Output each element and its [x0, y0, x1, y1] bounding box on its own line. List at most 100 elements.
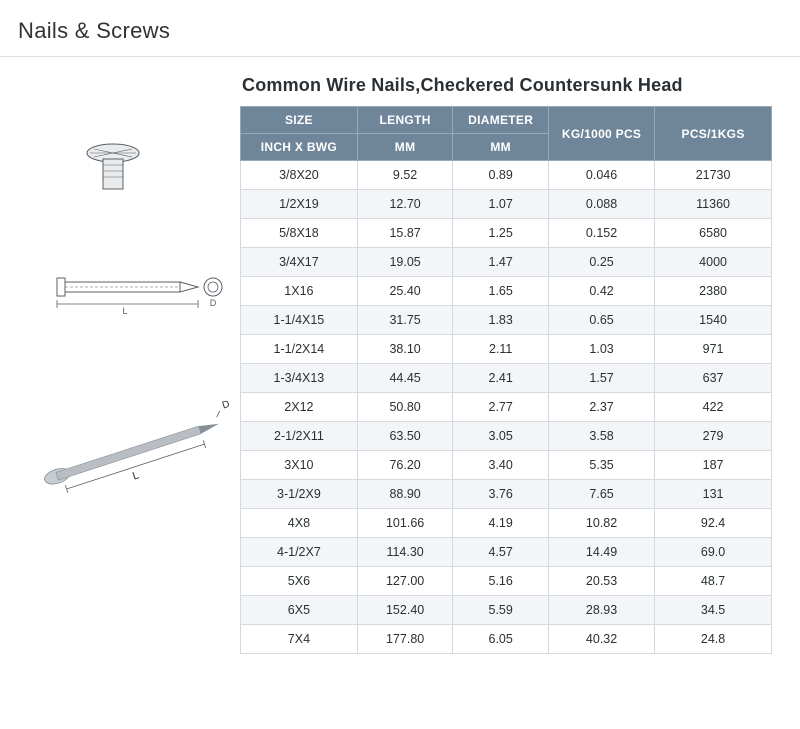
table-cell: 1.03: [548, 335, 654, 364]
table-cell: 131: [655, 480, 772, 509]
nail-spec-table: SIZE LENGTH DIAMETER KG/1000 PCS PCS/1KG…: [240, 106, 772, 654]
table-cell: 971: [655, 335, 772, 364]
table-cell: 5X6: [241, 567, 358, 596]
table-row: 1-3/4X1344.452.411.57637: [241, 364, 772, 393]
table-cell: 28.93: [548, 596, 654, 625]
table-cell: 3.40: [453, 451, 549, 480]
diagram-column: L D L D: [0, 75, 240, 654]
table-cell: 5.16: [453, 567, 549, 596]
table-cell: 9.52: [357, 161, 453, 190]
content-area: L D L D Common Wire Nails,Checkered Coun…: [0, 57, 800, 654]
table-cell: 187: [655, 451, 772, 480]
table-cell: 1-1/4X15: [241, 306, 358, 335]
table-row: 2X1250.802.772.37422: [241, 393, 772, 422]
table-cell: 152.40: [357, 596, 453, 625]
table-cell: 24.8: [655, 625, 772, 654]
table-cell: 12.70: [357, 190, 453, 219]
table-cell: 40.32: [548, 625, 654, 654]
table-cell: 3/8X20: [241, 161, 358, 190]
table-cell: 6.05: [453, 625, 549, 654]
col-pcsper: PCS/1KGS: [655, 107, 772, 161]
table-row: 3-1/2X988.903.767.65131: [241, 480, 772, 509]
table-cell: 3.05: [453, 422, 549, 451]
table-row: 2-1/2X1163.503.053.58279: [241, 422, 772, 451]
table-row: 1-1/2X1438.102.111.03971: [241, 335, 772, 364]
table-row: 3X1076.203.405.35187: [241, 451, 772, 480]
table-cell: 15.87: [357, 219, 453, 248]
table-cell: 3.58: [548, 422, 654, 451]
table-row: 7X4177.806.0540.3224.8: [241, 625, 772, 654]
table-cell: 3X10: [241, 451, 358, 480]
nail-profile-diagram-icon: L D: [43, 260, 233, 320]
table-cell: 1.65: [453, 277, 549, 306]
table-cell: 0.89: [453, 161, 549, 190]
table-cell: 5/8X18: [241, 219, 358, 248]
table-cell: 2.37: [548, 393, 654, 422]
table-header: SIZE LENGTH DIAMETER KG/1000 PCS PCS/1KG…: [241, 107, 772, 161]
table-cell: 1.57: [548, 364, 654, 393]
profile-diameter-label: D: [210, 298, 217, 308]
table-cell: 2X12: [241, 393, 358, 422]
table-cell: 127.00: [357, 567, 453, 596]
table-cell: 1-1/2X14: [241, 335, 358, 364]
col-length-sub: MM: [357, 134, 453, 161]
table-cell: 1/2X19: [241, 190, 358, 219]
table-cell: 10.82: [548, 509, 654, 538]
table-cell: 14.49: [548, 538, 654, 567]
table-row: 4-1/2X7114.304.5714.4969.0: [241, 538, 772, 567]
table-cell: 48.7: [655, 567, 772, 596]
table-cell: 7X4: [241, 625, 358, 654]
table-cell: 2.41: [453, 364, 549, 393]
table-cell: 3-1/2X9: [241, 480, 358, 509]
table-cell: 422: [655, 393, 772, 422]
table-row: 3/4X1719.051.470.254000: [241, 248, 772, 277]
table-cell: 6X5: [241, 596, 358, 625]
profile-length-label: L: [122, 306, 127, 316]
table-cell: 4.19: [453, 509, 549, 538]
table-cell: 19.05: [357, 248, 453, 277]
table-row: 3/8X209.520.890.04621730: [241, 161, 772, 190]
table-cell: 3.76: [453, 480, 549, 509]
nail-photo-icon: L D: [28, 385, 248, 515]
col-diameter-sub: MM: [453, 134, 549, 161]
table-cell: 11360: [655, 190, 772, 219]
table-cell: 4.57: [453, 538, 549, 567]
table-cell: 2.77: [453, 393, 549, 422]
table-cell: 5.35: [548, 451, 654, 480]
table-cell: 1.83: [453, 306, 549, 335]
col-size-sub: INCH X BWG: [241, 134, 358, 161]
table-cell: 34.5: [655, 596, 772, 625]
table-cell: 2-1/2X11: [241, 422, 358, 451]
table-body: 3/8X209.520.890.046217301/2X1912.701.070…: [241, 161, 772, 654]
table-row: 6X5152.405.5928.9334.5: [241, 596, 772, 625]
table-row: 4X8101.664.1910.8292.4: [241, 509, 772, 538]
table-row: 1/2X1912.701.070.08811360: [241, 190, 772, 219]
table-cell: 7.65: [548, 480, 654, 509]
table-cell: 0.42: [548, 277, 654, 306]
table-cell: 76.20: [357, 451, 453, 480]
table-cell: 2380: [655, 277, 772, 306]
table-cell: 20.53: [548, 567, 654, 596]
table-cell: 0.65: [548, 306, 654, 335]
table-cell: 2.11: [453, 335, 549, 364]
table-cell: 44.45: [357, 364, 453, 393]
table-cell: 25.40: [357, 277, 453, 306]
table-cell: 31.75: [357, 306, 453, 335]
table-cell: 0.046: [548, 161, 654, 190]
table-cell: 0.152: [548, 219, 654, 248]
table-cell: 1X16: [241, 277, 358, 306]
table-cell: 5.59: [453, 596, 549, 625]
table-cell: 3/4X17: [241, 248, 358, 277]
table-row: 1X1625.401.650.422380: [241, 277, 772, 306]
table-cell: 21730: [655, 161, 772, 190]
table-cell: 4-1/2X7: [241, 538, 358, 567]
col-size: SIZE: [241, 107, 358, 134]
table-cell: 101.66: [357, 509, 453, 538]
table-cell: 0.088: [548, 190, 654, 219]
photo-length-label: L: [131, 469, 141, 482]
page-title: Nails & Screws: [0, 0, 800, 57]
table-cell: 63.50: [357, 422, 453, 451]
table-cell: 88.90: [357, 480, 453, 509]
table-cell: 50.80: [357, 393, 453, 422]
table-cell: 177.80: [357, 625, 453, 654]
